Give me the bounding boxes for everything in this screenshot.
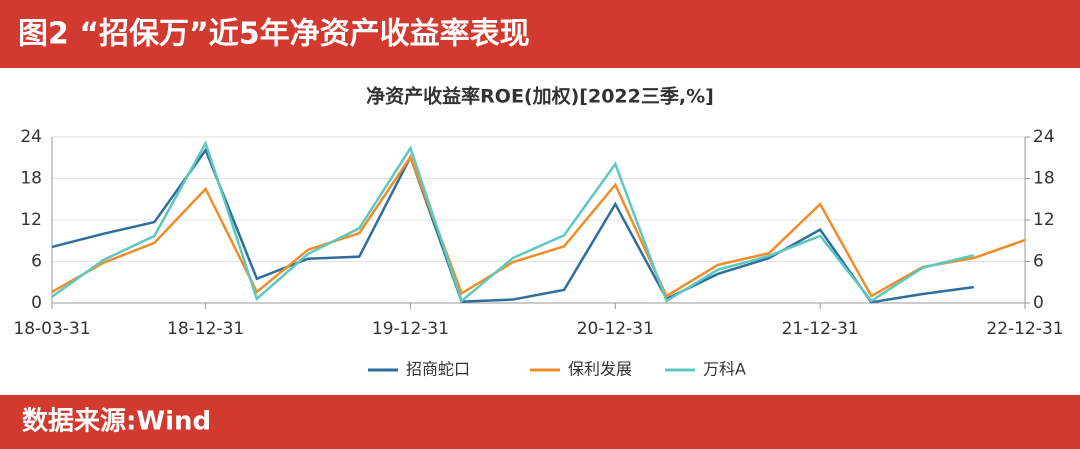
- series-line: [51, 147, 974, 304]
- y-tick-label: 24: [20, 127, 42, 147]
- x-tick-label: 19-12-31: [372, 319, 449, 339]
- header-title: 图2 “招保万”近5年净资产收益率表现: [18, 17, 530, 52]
- y2-tick-label: 6: [1033, 252, 1044, 272]
- series-line: [51, 140, 975, 304]
- x-tick-label: 21-12-31: [782, 319, 859, 339]
- footer-band: [0, 395, 1080, 449]
- y-tick-label: 12: [20, 210, 42, 230]
- x-tick-label: 22-12-31: [986, 319, 1063, 339]
- y-tick-label: 18: [20, 169, 42, 189]
- legend-label: 万科A: [703, 360, 746, 379]
- y2-tick-label: 0: [1033, 293, 1044, 313]
- y-tick-label: 6: [31, 252, 42, 272]
- y2-tick-label: 18: [1033, 169, 1055, 189]
- legend-label: 招商蛇口: [406, 360, 470, 379]
- x-tick-label: 20-12-31: [577, 319, 654, 339]
- header-band: [0, 0, 1080, 68]
- x-tick-label: 18-03-31: [13, 319, 90, 339]
- chart-title: 净资产收益率ROE(加权)[2022三季,%]: [366, 85, 714, 108]
- y2-tick-label: 24: [1033, 127, 1055, 147]
- x-tick-label: 18-12-31: [167, 319, 244, 339]
- y-tick-label: 0: [31, 293, 42, 313]
- y2-tick-label: 12: [1033, 210, 1055, 230]
- series-line: [51, 154, 1026, 298]
- legend-label: 保利发展: [568, 360, 632, 379]
- footer-source: 数据来源:Wind: [22, 407, 211, 437]
